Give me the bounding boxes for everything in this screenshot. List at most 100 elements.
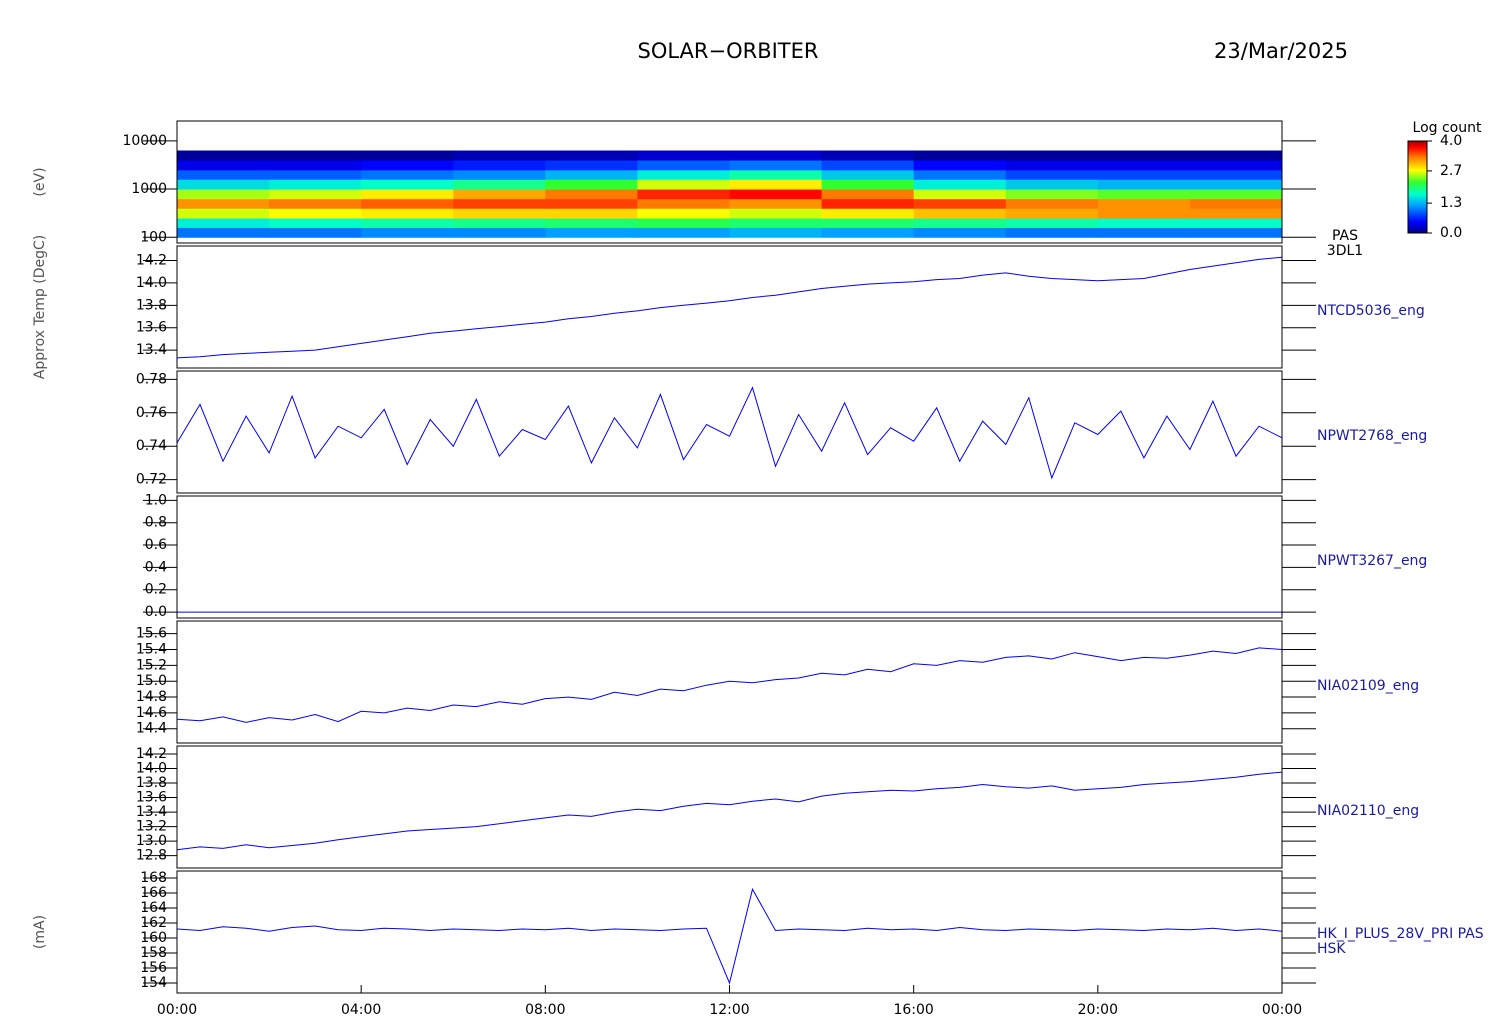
spectrogram-cell bbox=[177, 218, 270, 228]
spectrogram-cell bbox=[913, 218, 1007, 228]
spectrogram-cell bbox=[269, 218, 362, 228]
spectrogram-cell bbox=[361, 160, 454, 171]
spectrogram-cell bbox=[453, 208, 546, 219]
y-tick-label: 0.8 bbox=[145, 515, 167, 531]
panel-label: 3DL1 bbox=[1327, 243, 1363, 259]
spectrogram-cell bbox=[729, 189, 823, 200]
spectrogram-cell bbox=[729, 198, 823, 209]
spectrogram-cell bbox=[545, 208, 638, 219]
y-tick-label: 13.0 bbox=[136, 833, 167, 849]
data-line bbox=[176, 771, 1283, 851]
spectrogram-cell bbox=[821, 169, 915, 180]
spectrogram-cell bbox=[545, 179, 638, 190]
spectrogram-cell bbox=[637, 227, 730, 238]
spectrogram-cell bbox=[1005, 179, 1099, 190]
x-tick-label: 20:00 bbox=[1078, 1002, 1118, 1018]
y-tick-label: 0.72 bbox=[136, 472, 167, 488]
y-tick-label: 164 bbox=[140, 900, 167, 916]
spectrogram-cell bbox=[729, 208, 823, 219]
spectrogram-cell bbox=[361, 198, 454, 209]
spectrogram-cell bbox=[913, 227, 1007, 238]
spectrogram-cell bbox=[1097, 227, 1191, 238]
y-axis-label: (mA) bbox=[32, 915, 48, 949]
spectrogram-cell bbox=[637, 160, 730, 171]
y-tick-label: 14.0 bbox=[136, 761, 167, 777]
spectrogram-cell bbox=[913, 189, 1007, 200]
spectrogram-cell bbox=[821, 198, 915, 209]
y-tick-label: 14.4 bbox=[136, 721, 167, 737]
spectrogram-cell bbox=[453, 227, 546, 238]
spectrogram-cell bbox=[269, 179, 362, 190]
spectrogram-cell bbox=[269, 160, 362, 171]
data-line bbox=[176, 256, 1283, 359]
panel-label: NIA02109_eng bbox=[1317, 678, 1419, 694]
panel-label: PAS bbox=[1332, 228, 1358, 244]
spectrogram-cell bbox=[361, 150, 454, 161]
spectrogram-cell bbox=[361, 218, 454, 228]
spectrogram-cell bbox=[1097, 179, 1191, 190]
spectrogram-cell bbox=[1097, 160, 1191, 171]
spectrogram-cell bbox=[1097, 189, 1191, 200]
spectrogram-cell bbox=[729, 169, 823, 180]
spectrogram-cell bbox=[821, 218, 915, 228]
spectrogram-cell bbox=[821, 208, 915, 219]
y-tick-label: 0.6 bbox=[145, 537, 167, 553]
spectrogram-cell bbox=[545, 227, 638, 238]
spectrogram-cell bbox=[1189, 227, 1283, 238]
spectrogram-cell bbox=[1005, 189, 1099, 200]
colorbar-tick-label: 1.3 bbox=[1440, 195, 1462, 211]
spectrogram-cell bbox=[453, 179, 546, 190]
spectrogram-cell bbox=[821, 160, 915, 171]
spectrogram-cell bbox=[1005, 169, 1099, 180]
spectrogram-cell bbox=[1097, 150, 1191, 161]
y-tick-label: 0.78 bbox=[136, 371, 167, 387]
spectrogram-cell bbox=[361, 169, 454, 180]
y-tick-label: 14.0 bbox=[136, 275, 167, 291]
spectrogram-cell bbox=[1189, 160, 1283, 171]
chart-title: SOLAR−ORBITER bbox=[637, 39, 818, 63]
colorbar-tick-label: 4.0 bbox=[1440, 133, 1462, 149]
colorbar-label: Log count bbox=[1413, 120, 1482, 136]
spectrogram-cell bbox=[453, 150, 546, 161]
spectrogram-cell bbox=[913, 179, 1007, 190]
spectrogram-cell bbox=[1189, 218, 1283, 228]
spectrogram-cell bbox=[177, 227, 270, 238]
spectrogram-cell bbox=[545, 169, 638, 180]
spectrogram-cell bbox=[1005, 160, 1099, 171]
spectrogram-cell bbox=[269, 169, 362, 180]
spectrogram-cell bbox=[1189, 179, 1283, 190]
y-tick-label: 14.2 bbox=[136, 253, 167, 269]
y-tick-label: 100 bbox=[140, 229, 167, 245]
y-tick-label: 0.4 bbox=[145, 559, 167, 575]
x-tick-label: 00:00 bbox=[1262, 1002, 1302, 1018]
spectrogram-cell bbox=[361, 208, 454, 219]
spectrogram-cell bbox=[913, 150, 1007, 161]
spectrogram-cell bbox=[361, 179, 454, 190]
spectrogram-cell bbox=[545, 150, 638, 161]
colorbar-tick-label: 2.7 bbox=[1440, 163, 1462, 179]
spectrogram-cell bbox=[913, 169, 1007, 180]
spectrogram-cell bbox=[545, 160, 638, 171]
y-tick-label: 15.0 bbox=[136, 673, 167, 689]
spectrogram-cell bbox=[1005, 227, 1099, 238]
y-tick-label: 13.6 bbox=[136, 320, 167, 336]
spectrogram-cell bbox=[1189, 189, 1283, 200]
panel-label: HK_I_PLUS_28V_PRI PAS bbox=[1317, 926, 1484, 942]
y-tick-label: 10000 bbox=[122, 133, 167, 149]
spectrogram-cell bbox=[177, 189, 270, 200]
panel-frame bbox=[176, 870, 1283, 994]
spectrogram-cell bbox=[637, 189, 730, 200]
spectrogram-cell bbox=[729, 227, 823, 238]
spectrogram-cell bbox=[177, 198, 270, 209]
spectrogram-cell bbox=[1097, 169, 1191, 180]
spectrogram-cell bbox=[269, 227, 362, 238]
y-tick-label: 156 bbox=[140, 960, 167, 976]
spectrogram-cell bbox=[729, 160, 823, 171]
y-tick-label: 13.8 bbox=[136, 297, 167, 313]
spectrogram-cell bbox=[1189, 169, 1283, 180]
y-tick-label: 15.6 bbox=[136, 626, 167, 642]
panel-label: NTCD5036_eng bbox=[1317, 303, 1425, 319]
data-line bbox=[176, 887, 1283, 985]
y-tick-label: 13.2 bbox=[136, 819, 167, 835]
